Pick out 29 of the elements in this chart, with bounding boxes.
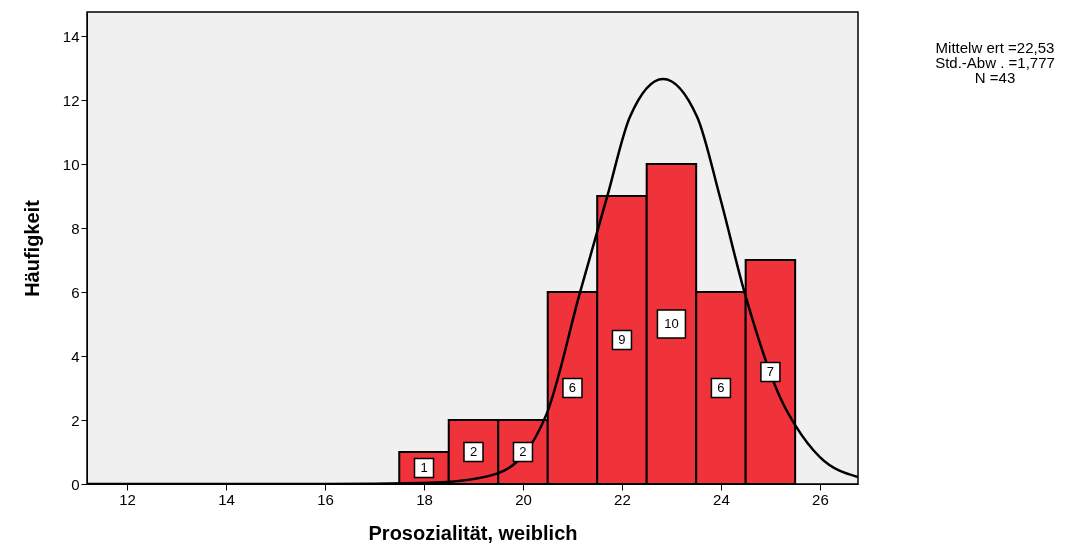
- text: N =43: [974, 69, 1016, 86]
- data-label: 2: [519, 444, 527, 459]
- data-label: 6: [717, 380, 725, 395]
- text: Mittelw ert =22,53: [935, 39, 1055, 56]
- data-label: 7: [766, 364, 775, 379]
- x-tick-label: 20: [515, 490, 532, 508]
- x-tick-label: 26: [812, 490, 829, 508]
- y-tick-label: 2: [71, 411, 80, 429]
- y-tick-label: 10: [62, 155, 80, 173]
- x-tick-label: 14: [218, 490, 235, 508]
- data-label: 1: [420, 460, 428, 475]
- y-axis-title: Häufigkeit: [20, 199, 43, 297]
- y-tick-label: 8: [71, 219, 80, 237]
- x-tick-label: 12: [119, 490, 136, 508]
- x-tick-label: 24: [713, 490, 730, 508]
- y-tick-label: 0: [71, 475, 80, 493]
- y-tick-label: 12: [62, 91, 80, 109]
- y-tick-label: 6: [71, 283, 80, 301]
- x-tick-label: 18: [416, 490, 433, 508]
- y-tick-label: 4: [71, 347, 80, 365]
- data-label: 10: [664, 316, 679, 331]
- text: Std.-Abw . =1,777: [935, 54, 1055, 71]
- x-tick-label: 16: [317, 490, 334, 508]
- data-label: 6: [568, 380, 577, 395]
- data-label: 2: [469, 444, 478, 459]
- x-tick-label: 22: [614, 490, 631, 508]
- y-tick-label: 14: [62, 27, 80, 45]
- data-label: 9: [618, 332, 626, 347]
- x-axis-title: Prosozialität, weiblich: [368, 521, 578, 544]
